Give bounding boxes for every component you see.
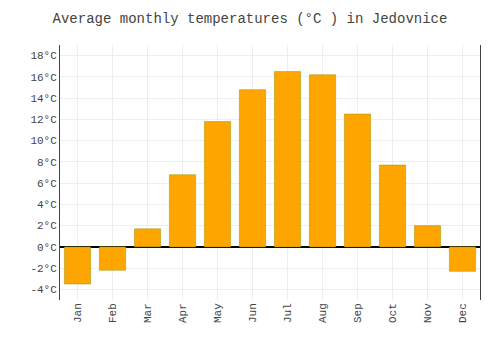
svg-text:Dec: Dec xyxy=(457,303,469,323)
svg-text:12°C: 12°C xyxy=(30,114,57,126)
svg-text:2°C: 2°C xyxy=(37,220,57,232)
svg-text:18°C: 18°C xyxy=(30,50,57,62)
svg-text:-4°C: -4°C xyxy=(30,284,57,296)
svg-text:May: May xyxy=(212,303,224,323)
svg-text:Aug: Aug xyxy=(317,303,329,323)
svg-text:6°C: 6°C xyxy=(37,178,57,190)
svg-text:Sep: Sep xyxy=(352,303,364,323)
svg-text:Mar: Mar xyxy=(142,303,154,323)
svg-text:Nov: Nov xyxy=(422,303,434,323)
svg-text:4°C: 4°C xyxy=(37,199,57,211)
svg-text:Jan: Jan xyxy=(72,303,84,323)
svg-text:14°C: 14°C xyxy=(30,93,57,105)
svg-text:0°C: 0°C xyxy=(37,242,57,254)
svg-text:10°C: 10°C xyxy=(30,135,57,147)
svg-text:Jun: Jun xyxy=(247,303,259,323)
svg-text:Oct: Oct xyxy=(387,303,399,323)
svg-text:Average monthly temperatures (: Average monthly temperatures (°C ) in Je… xyxy=(53,11,448,27)
svg-text:-2°C: -2°C xyxy=(30,263,57,275)
svg-text:Apr: Apr xyxy=(177,303,189,323)
svg-text:Jul: Jul xyxy=(282,303,294,323)
svg-text:Feb: Feb xyxy=(107,303,119,323)
svg-text:8°C: 8°C xyxy=(37,157,57,169)
svg-text:16°C: 16°C xyxy=(30,72,57,84)
